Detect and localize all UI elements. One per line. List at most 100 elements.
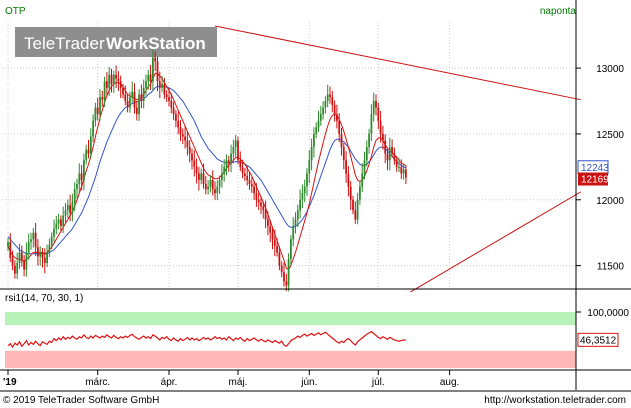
candle bbox=[101, 90, 104, 107]
candle-body bbox=[202, 173, 205, 184]
candle bbox=[349, 180, 352, 210]
candle-body bbox=[78, 173, 81, 184]
candle bbox=[184, 126, 186, 149]
candle bbox=[200, 168, 203, 185]
candle-body bbox=[209, 180, 212, 187]
candle bbox=[317, 110, 320, 132]
rsi-tag-box bbox=[577, 332, 619, 347]
candle-body bbox=[317, 120, 320, 128]
candle bbox=[391, 139, 393, 158]
candle-body bbox=[195, 166, 198, 174]
candle-body bbox=[7, 241, 9, 248]
candle bbox=[147, 69, 150, 90]
candle-body bbox=[285, 281, 288, 286]
candle bbox=[204, 175, 207, 195]
workstation-link[interactable]: http://workstation.teletrader.com bbox=[484, 395, 626, 406]
rsi-last-value-tag: 46,3512 bbox=[577, 332, 619, 347]
candle bbox=[156, 56, 159, 92]
candle bbox=[375, 94, 377, 116]
candle-body bbox=[255, 193, 258, 200]
x-tick-label: aug. bbox=[440, 377, 459, 388]
candle-body bbox=[227, 160, 230, 163]
candle-body bbox=[57, 219, 60, 224]
candle-body bbox=[271, 232, 274, 240]
candle bbox=[133, 83, 136, 114]
candle-body bbox=[186, 140, 189, 148]
candle bbox=[165, 90, 168, 102]
candle bbox=[356, 192, 359, 225]
candle bbox=[365, 140, 368, 167]
candle-body bbox=[290, 239, 292, 260]
candle-body bbox=[200, 173, 203, 181]
candle bbox=[11, 250, 14, 271]
candle-body bbox=[46, 252, 48, 263]
candle bbox=[172, 101, 175, 121]
ma-slow-value-tag: 12243 bbox=[577, 160, 609, 175]
candle-body bbox=[363, 160, 366, 174]
candle-body bbox=[365, 147, 368, 161]
candle bbox=[168, 87, 170, 107]
candle bbox=[20, 245, 23, 267]
candle-body bbox=[39, 252, 42, 257]
candle bbox=[152, 49, 154, 91]
last-price-tag-box bbox=[578, 172, 608, 186]
candle-body bbox=[315, 127, 318, 134]
x-axis-labels: '19 márc. ápr. máj. jún. júl. aug. bbox=[3, 370, 459, 388]
candle bbox=[370, 104, 373, 142]
candle bbox=[41, 247, 44, 268]
candle-body bbox=[177, 120, 180, 128]
candle bbox=[329, 86, 331, 104]
candle bbox=[106, 71, 108, 96]
candle-body bbox=[246, 176, 249, 181]
candle-body bbox=[92, 120, 94, 137]
footer: © 2019 TeleTrader Software GmbH http://w… bbox=[0, 390, 631, 406]
candle bbox=[382, 125, 384, 150]
candle bbox=[313, 127, 315, 158]
candle bbox=[273, 229, 276, 257]
candle bbox=[140, 84, 143, 109]
candle bbox=[71, 193, 74, 222]
candle bbox=[60, 215, 62, 233]
candle-body bbox=[55, 223, 58, 229]
candle-body bbox=[147, 74, 150, 82]
candle-body bbox=[158, 81, 161, 88]
candle bbox=[393, 147, 396, 165]
candle bbox=[27, 233, 30, 260]
candle-body bbox=[292, 226, 295, 240]
candle bbox=[239, 151, 242, 172]
candle bbox=[177, 111, 180, 135]
candle bbox=[338, 113, 341, 143]
candle-body bbox=[303, 186, 306, 194]
candle-body bbox=[273, 239, 276, 246]
candle bbox=[262, 201, 265, 219]
candle bbox=[46, 244, 48, 268]
candle-body bbox=[349, 186, 352, 200]
price-panel: TeleTrader WorkStation OTP naponta 11500… bbox=[2, 6, 624, 293]
candle bbox=[377, 102, 380, 130]
candle-body bbox=[25, 252, 28, 270]
candle bbox=[244, 168, 246, 182]
candle bbox=[237, 136, 239, 165]
watermark-brand-light: TeleTrader bbox=[24, 34, 105, 53]
candle bbox=[395, 155, 398, 172]
candle-body bbox=[131, 91, 134, 98]
candle bbox=[53, 219, 55, 242]
candle bbox=[283, 262, 285, 287]
candle-body bbox=[135, 107, 138, 115]
candle-body bbox=[106, 81, 108, 88]
candle-body bbox=[294, 219, 297, 227]
candle bbox=[340, 128, 343, 156]
candle-body bbox=[356, 199, 359, 220]
candle-body bbox=[99, 97, 101, 115]
candle bbox=[388, 137, 391, 171]
watermark: TeleTrader WorkStation bbox=[15, 27, 217, 57]
candle bbox=[331, 90, 334, 112]
candle-body bbox=[322, 107, 324, 115]
candle bbox=[211, 170, 214, 196]
candle bbox=[122, 83, 124, 99]
candle-body bbox=[382, 133, 384, 141]
candle bbox=[37, 239, 39, 266]
price-tick-label: 13000 bbox=[596, 64, 624, 75]
price-y-axis: 11500 12000 12500 13000 bbox=[576, 64, 624, 273]
candle bbox=[384, 134, 387, 164]
